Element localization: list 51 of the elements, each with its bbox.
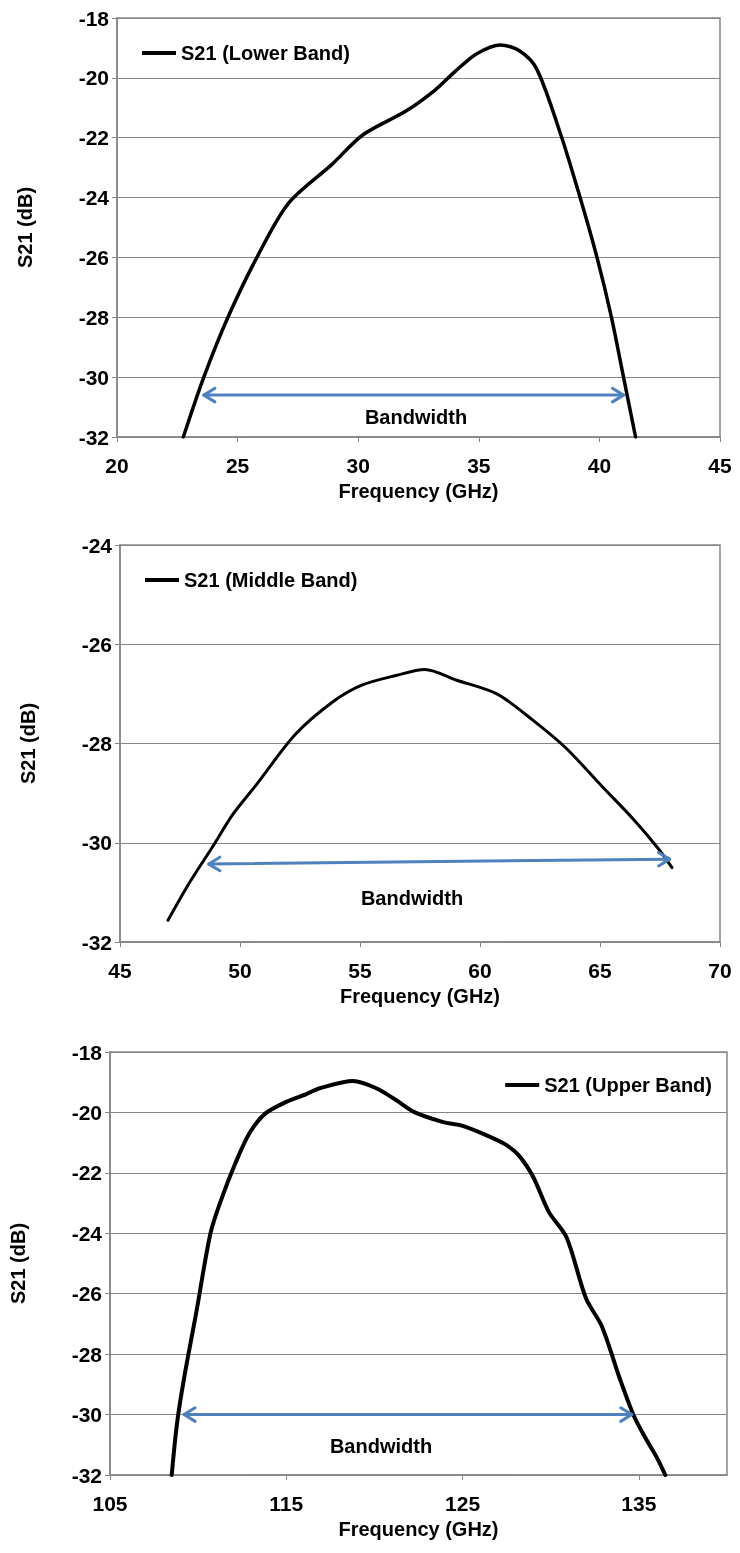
y-tick-label: -24 [81,533,113,557]
y-tick-label: -22 [71,1161,102,1185]
x-tick-label: 50 [228,959,252,982]
x-tick-label: 135 [621,1492,657,1515]
x-tick-label: 40 [587,454,612,477]
x-axis-title: Frequency (GHz) [339,984,501,1007]
x-tick-label: 115 [269,1492,304,1515]
y-tick-label: -28 [78,305,110,329]
y-tick-label: -26 [81,632,112,656]
x-tick-label: 35 [467,454,491,477]
y-tick-label: -20 [78,66,109,90]
y-tick-label: -30 [78,365,109,389]
line-series [181,43,638,439]
x-tick-label: 30 [346,454,370,477]
y-tick-label: -18 [71,1040,103,1064]
x-tick-label: 105 [92,1492,128,1515]
x-tick-label: 65 [588,959,612,982]
x-tick-label: 55 [348,959,372,982]
y-tick-label: -26 [71,1282,102,1306]
annotation: Bandwidth [329,1435,433,1457]
x-axis-title: Frequency (GHz) [338,479,499,502]
annotation: Bandwidth [364,406,468,428]
line-series [166,668,674,922]
x-tick-label: 45 [708,454,732,477]
y-tick-label: -22 [78,126,109,150]
y-tick-label: -28 [71,1342,103,1366]
annotation: Bandwidth [360,887,464,909]
y-tick-label: -28 [81,732,113,755]
y-tick-label: -24 [78,186,110,210]
x-tick-label: 60 [468,959,492,982]
x-tick-label: 70 [708,959,732,982]
legend-label: S21 (Middle Band) [184,569,358,591]
y-tick-label: -32 [71,1463,102,1487]
y-tick-label: -30 [71,1403,102,1427]
x-tick-label: 125 [445,1492,481,1515]
x-tick-label: 20 [105,454,129,477]
legend-label: S21 (Lower Band) [181,42,350,64]
y-tick-label: -30 [81,831,112,855]
y-tick-label: -24 [71,1221,103,1245]
y-tick-label: -32 [81,930,112,954]
y-axis-title: S21 (dB) [17,702,39,785]
y-tick-label: -26 [78,245,109,269]
legend-label: S21 (Upper Band) [544,1074,713,1096]
x-tick-label: 45 [108,959,132,982]
y-axis-title: S21 (dB) [14,186,36,269]
x-axis-title: Frequency (GHz) [338,1517,499,1540]
y-tick-label: -32 [78,425,109,449]
y-tick-label: -18 [78,6,110,30]
y-tick-label: -20 [71,1100,102,1124]
y-axis-title: S21 (dB) [7,1222,29,1305]
x-tick-label: 25 [225,454,250,477]
